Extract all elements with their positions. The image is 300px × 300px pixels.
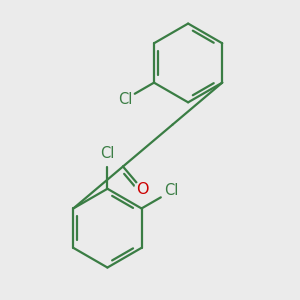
Text: Cl: Cl: [165, 184, 179, 199]
Circle shape: [99, 146, 116, 162]
Text: O: O: [136, 182, 149, 197]
Text: Cl: Cl: [118, 92, 132, 107]
Text: Cl: Cl: [100, 146, 115, 161]
Circle shape: [164, 183, 180, 199]
Circle shape: [117, 91, 133, 108]
Circle shape: [134, 182, 151, 198]
